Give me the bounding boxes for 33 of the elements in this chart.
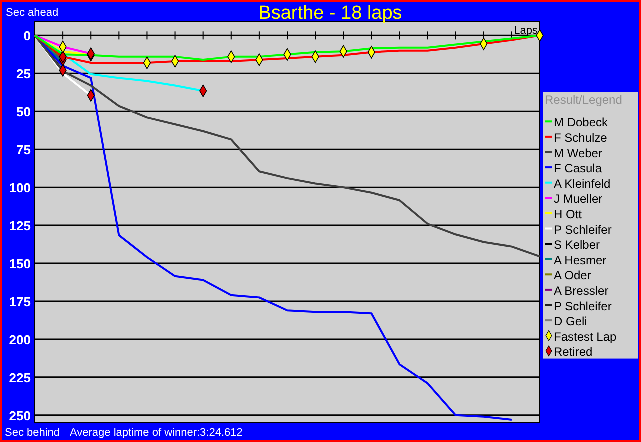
y-axis-title: Sec ahead — [6, 7, 59, 19]
legend-label: A Hesmer — [554, 253, 607, 268]
y-tick-label: 25 — [16, 66, 31, 82]
chart-title: Bsarthe - 18 laps — [258, 3, 402, 24]
x-axis-title: Laps — [514, 25, 538, 37]
y-tick-label: 50 — [16, 104, 31, 120]
legend-label: P Schleifer — [554, 222, 612, 237]
y-tick-label: 0 — [24, 28, 31, 44]
legend-label: F Schulze — [554, 130, 608, 145]
y-tick-label: 150 — [9, 256, 31, 272]
legend-label: M Weber — [554, 146, 602, 160]
legend-label: Retired — [554, 345, 593, 360]
y-tick-label: 225 — [9, 370, 31, 386]
legend-label: S Kelber — [554, 238, 600, 252]
y-tick-label: 250 — [9, 408, 31, 424]
legend-label: M Dobeck — [554, 116, 610, 130]
y-tick-label: 100 — [9, 180, 31, 196]
legend-label: A Oder — [554, 268, 592, 283]
legend-label: F Casula — [554, 162, 602, 176]
text: Average laptime of winner:3:24.612 — [70, 427, 243, 439]
y-tick-label: 175 — [9, 294, 31, 310]
legend-label: A Kleinfeld — [554, 176, 611, 191]
legend-label: A Bressler — [554, 284, 609, 298]
legend-label: J Mueller — [554, 192, 603, 206]
legend-label: H Ott — [554, 207, 583, 222]
y-tick-label: 125 — [9, 218, 31, 234]
legend-label: D Geli — [554, 314, 588, 329]
text: Sec behind — [5, 427, 60, 439]
legend-title: Result/Legend — [545, 93, 622, 107]
legend-label: P Schleifer — [554, 299, 612, 314]
legend-label: Fastest Lap — [554, 330, 618, 344]
y-tick-label: 75 — [16, 142, 31, 158]
y-tick-label: 200 — [9, 332, 31, 348]
